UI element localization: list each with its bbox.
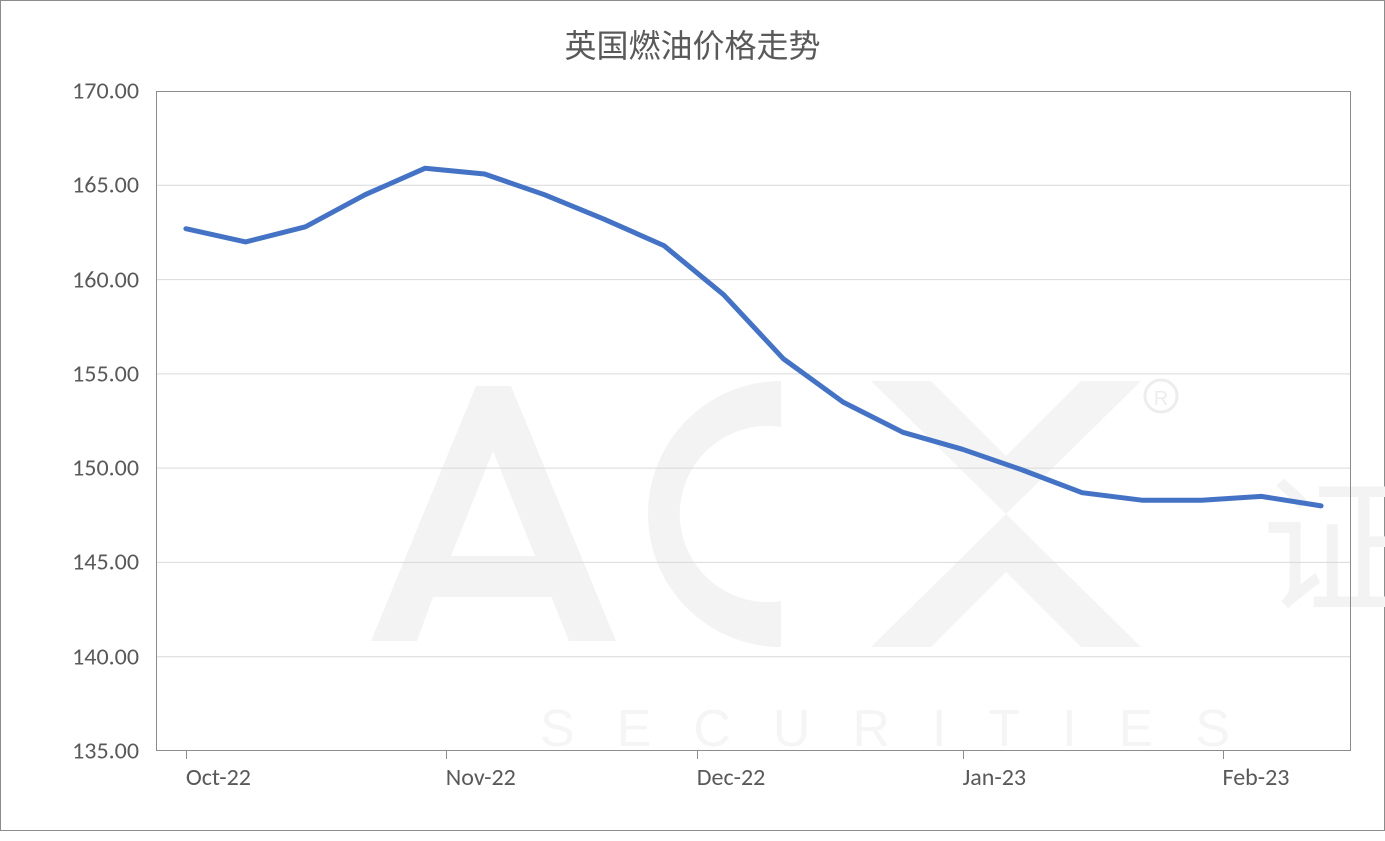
x-tick [186,751,187,759]
y-tick-label: 135.00 [39,737,139,766]
x-tick [446,751,447,759]
line-chart-svg [156,91,1351,751]
x-tick-label: Nov-22 [446,763,516,792]
y-tick-label: 145.00 [39,548,139,577]
plot-area: R 证券 SECURITIES Oct-22Nov-22Dec-22Jan-23… [156,91,1351,751]
x-tick-label: Feb-23 [1223,763,1290,792]
chart-container: 英国燃油价格走势 135.00 140.00 145.00 150.00 155.00 1… [0,0,1385,831]
x-tick [963,751,964,759]
series-line [186,168,1321,506]
x-tick [1223,751,1224,759]
x-tick-label: Oct-22 [186,763,251,792]
y-tick-label: 140.00 [39,642,139,671]
chart-title: 英国燃油价格走势 [1,21,1384,67]
y-tick-label: 155.00 [39,359,139,388]
x-tick [697,751,698,759]
y-tick-label: 170.00 [39,77,139,106]
x-tick-label: Dec-22 [697,763,766,792]
y-tick-label: 150.00 [39,454,139,483]
x-tick-label: Jan-23 [963,763,1026,792]
y-tick-label: 160.00 [39,265,139,294]
y-tick-label: 165.00 [39,171,139,200]
